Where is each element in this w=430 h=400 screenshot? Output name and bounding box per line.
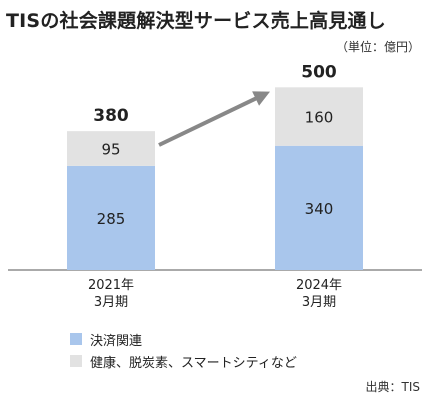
segment-value-label: 160 bbox=[305, 109, 334, 127]
legend-item-other: 健康、脱炭素、スマートシティなど bbox=[70, 350, 297, 372]
category-tick-label: 3月期 bbox=[302, 295, 336, 310]
growth-arrow-line bbox=[158, 94, 262, 147]
total-value-label: 380 bbox=[93, 106, 129, 126]
legend-swatch-other bbox=[70, 355, 82, 367]
category-tick-label: 3月期 bbox=[94, 295, 128, 310]
total-value-label: 500 bbox=[301, 62, 337, 82]
legend-label-payment: 決済関連 bbox=[90, 333, 143, 349]
category-tick-label: 2021年 bbox=[88, 278, 134, 293]
source-label: 出典：TIS bbox=[365, 380, 421, 394]
growth-arrow-head-icon bbox=[252, 91, 271, 106]
legend-item-payment: 決済関連 bbox=[70, 328, 297, 350]
unit-label: （単位：億円） bbox=[335, 40, 420, 54]
chart-title: TISの社会課題解決型サービス売上高見通し bbox=[6, 10, 386, 32]
bar-segment bbox=[67, 131, 155, 166]
legend-swatch-payment bbox=[70, 333, 82, 345]
bar-segment bbox=[275, 145, 363, 270]
category-tick-label: 2024年 bbox=[296, 278, 342, 293]
legend: 決済関連 健康、脱炭素、スマートシティなど bbox=[70, 328, 297, 372]
segment-value-label: 285 bbox=[97, 210, 126, 228]
segment-value-label: 95 bbox=[101, 141, 120, 159]
bar-segment bbox=[67, 165, 155, 270]
segment-value-label: 340 bbox=[305, 200, 334, 218]
bar-segment bbox=[275, 87, 363, 146]
legend-label-other: 健康、脱炭素、スマートシティなど bbox=[90, 355, 297, 371]
